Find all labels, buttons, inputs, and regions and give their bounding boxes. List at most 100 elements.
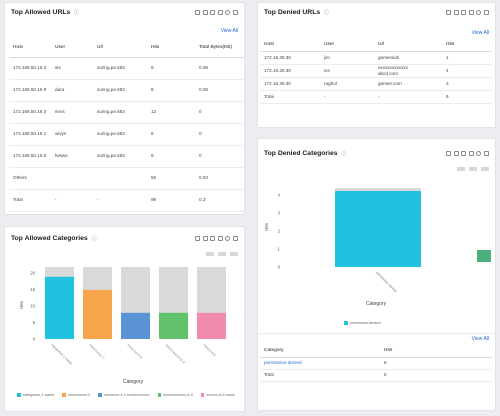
table-cell: fwsws xyxy=(51,145,93,168)
line-chart-type-icon[interactable] xyxy=(481,167,489,171)
divider xyxy=(258,333,495,334)
table-row[interactable]: permission-denied 6 xyxy=(260,357,492,370)
table-cell: Total xyxy=(9,189,51,212)
x-tick-label: permission-denied xyxy=(375,271,397,293)
refresh-icon[interactable] xyxy=(476,150,482,156)
info-icon[interactable]: ⓘ xyxy=(91,235,97,242)
column-header-hits[interactable]: Hits xyxy=(442,39,492,52)
print-icon[interactable] xyxy=(217,9,223,15)
export-icon[interactable] xyxy=(446,9,452,15)
panel-toolbar xyxy=(195,235,238,241)
refresh-icon[interactable] xyxy=(225,9,231,15)
column-chart-type-icon[interactable] xyxy=(469,167,477,171)
pdf-icon[interactable] xyxy=(210,235,216,241)
table-cell: 3 xyxy=(442,77,492,91)
column-header-host[interactable]: Host xyxy=(260,39,320,52)
chart-type-switcher[interactable] xyxy=(206,252,238,256)
column-header-hits[interactable]: Hits xyxy=(380,345,492,358)
table-icon[interactable] xyxy=(453,150,459,156)
table-cell: 0 xyxy=(195,123,244,146)
info-icon[interactable]: ⓘ xyxy=(74,9,80,16)
print-icon[interactable] xyxy=(468,150,474,156)
table-cell: wivys xyxy=(51,123,93,146)
view-all-link[interactable]: View All xyxy=(220,28,238,34)
table-row[interactable]: 172.168.50.16 1 wivys xuring.pe.683 8 0 xyxy=(9,123,244,146)
table-row[interactable]: 172.168.50.16 6 fwsws xuring.pe.683 8 0 xyxy=(9,145,244,168)
column-header-total-bytes[interactable]: Total Bytes(KB) xyxy=(195,39,244,58)
print-icon[interactable] xyxy=(217,235,223,241)
zoom-handle[interactable] xyxy=(477,250,491,262)
table-row[interactable]: 172.16.30.30 jim gamesook 1 xyxy=(260,51,492,65)
table-cell xyxy=(51,167,93,190)
table-row[interactable]: 172.16.30.30 raghul games.com 3 xyxy=(260,77,492,91)
chart-bar[interactable] xyxy=(335,191,421,267)
chart-type-switcher[interactable] xyxy=(457,167,489,171)
column-header-user[interactable]: User xyxy=(51,39,93,58)
table-row[interactable]: 172.168.50.16 3 envs xuring.pe.683 12 0 xyxy=(9,101,244,124)
pdf-icon[interactable] xyxy=(210,9,216,15)
pdf-icon[interactable] xyxy=(461,150,467,156)
line-chart-type-icon[interactable] xyxy=(230,252,238,256)
legend-item[interactable]: xxxxxxxxxxxx-5-4 xyxy=(157,393,193,397)
expand-icon[interactable] xyxy=(484,150,489,156)
legend-label: xxxxxxxxxx-2 xyxy=(67,393,91,397)
table-row[interactable]: 172.168.50.16 3 sis xuring.pe.683 8 0.09 xyxy=(9,57,244,80)
column-header-url[interactable]: Url xyxy=(93,39,147,58)
bar-chart-type-icon[interactable] xyxy=(457,167,465,171)
table-cell: dara xyxy=(51,79,93,102)
legend-item[interactable]: xxxxxxxxxx-2 xyxy=(62,393,90,397)
chart-bar[interactable] xyxy=(197,312,226,339)
panel-toolbar xyxy=(446,9,489,15)
column-header-url[interactable]: Url xyxy=(374,39,442,52)
legend-swatch xyxy=(98,393,102,397)
table-cell: 8 xyxy=(147,123,195,146)
column-header-host[interactable]: Host xyxy=(9,39,51,58)
table-cell: xuring.pe.683 xyxy=(93,101,147,124)
legend-label: permission-denied xyxy=(349,321,381,325)
refresh-icon[interactable] xyxy=(225,235,231,241)
chart-bar[interactable] xyxy=(45,276,74,339)
legend-item[interactable]: xxxxxx-5-5 name xyxy=(200,393,235,397)
column-header-user[interactable]: User xyxy=(320,39,374,52)
expand-icon[interactable] xyxy=(233,9,238,15)
expand-icon[interactable] xyxy=(233,235,238,241)
table-icon[interactable] xyxy=(202,9,208,15)
refresh-icon[interactable] xyxy=(476,9,482,15)
legend-swatch xyxy=(344,321,348,325)
allowed-categories-chart: 20 15 10 5 0 Hits categories-1-name xxxxxxxxxx-… xyxy=(19,267,226,385)
table-row[interactable]: 172.168.50.16 9 dara xuring.pe.683 8 0.08 xyxy=(9,79,244,102)
legend-label: categories-1-name xyxy=(22,393,55,397)
table-row[interactable]: Total 6 xyxy=(260,369,492,382)
column-chart-type-icon[interactable] xyxy=(218,252,226,256)
view-all-link[interactable]: View All xyxy=(471,336,489,342)
chart-bar[interactable] xyxy=(159,312,188,339)
info-icon[interactable]: ⓘ xyxy=(341,150,347,157)
panel-title: Top Denied Categories xyxy=(264,149,338,157)
table-row[interactable]: Total - -99 0.3 xyxy=(9,189,244,212)
legend-item[interactable]: permission-denied xyxy=(344,321,381,325)
info-icon[interactable]: ⓘ xyxy=(324,9,330,16)
bar-chart-type-icon[interactable] xyxy=(206,252,214,256)
legend-item[interactable]: categories-1-name xyxy=(17,393,54,397)
pdf-icon[interactable] xyxy=(461,9,467,15)
table-row[interactable]: 172.16.30.30 ivs xxxxxxxxxxxxx abcd.com 4 xyxy=(260,64,492,78)
export-icon[interactable] xyxy=(195,9,201,15)
table-row[interactable]: Others 55 0.03 xyxy=(9,167,244,190)
table-row[interactable]: Total - -6 xyxy=(260,90,492,104)
print-icon[interactable] xyxy=(468,9,474,15)
chart-bar[interactable] xyxy=(121,312,150,339)
table-cell: ivs xyxy=(320,64,374,78)
legend-item[interactable]: xxxxxxxx-4-4 xxxxxxxxxxxx xyxy=(98,393,150,397)
column-header-hits[interactable]: Hits xyxy=(147,39,195,58)
chart-bar[interactable] xyxy=(83,289,112,339)
export-icon[interactable] xyxy=(446,150,452,156)
table-icon[interactable] xyxy=(202,235,208,241)
allowed-urls-table: Host User Url Hits Total Bytes(KB) 172.1… xyxy=(9,39,244,212)
expand-icon[interactable] xyxy=(484,9,489,15)
table-icon[interactable] xyxy=(453,9,459,15)
table-cell: jim xyxy=(320,51,374,65)
view-all-link[interactable]: View All xyxy=(471,30,489,36)
column-header-category[interactable]: Category xyxy=(260,345,380,358)
top-denied-urls-panel: Top Denied URLs ⓘ View All Host User Url… xyxy=(257,2,496,128)
export-icon[interactable] xyxy=(195,235,201,241)
